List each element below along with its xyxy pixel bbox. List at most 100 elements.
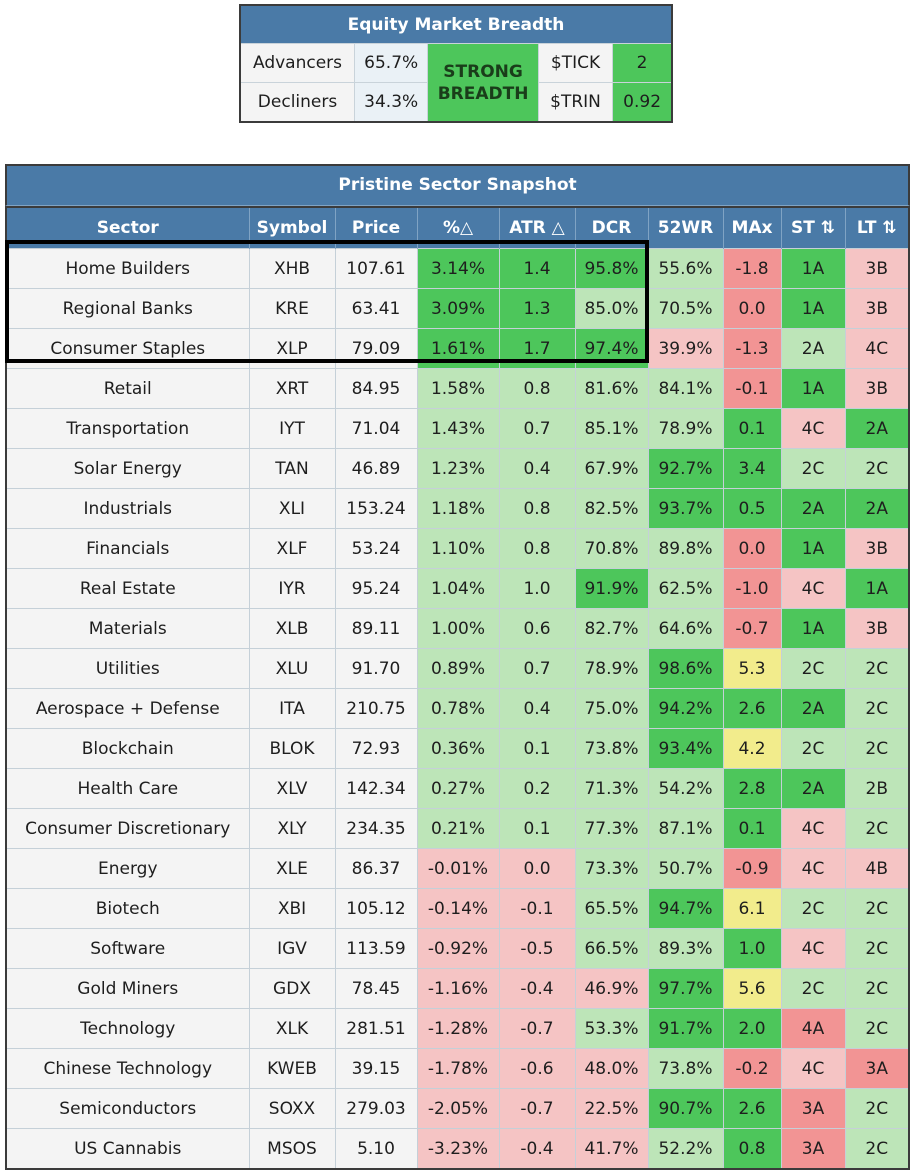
- lt-stage-cell: 2C: [844, 648, 910, 689]
- max-cell: 0.0: [722, 528, 782, 569]
- table-row[interactable]: Financials XLF 53.24 1.10% 0.8 70.8% 89.8% 0.0 1…: [5, 528, 910, 569]
- table-row[interactable]: Industrials XLI 153.24 1.18% 0.8 82.5% 93.7% 0.…: [5, 488, 910, 529]
- lt-stage-cell: 2A: [844, 408, 910, 449]
- symbol-cell: TAN: [248, 448, 336, 489]
- col-header-max[interactable]: MAx: [723, 207, 782, 249]
- sector-name-cell: Technology: [5, 1008, 250, 1049]
- table-row[interactable]: Solar Energy TAN 46.89 1.23% 0.4 67.9% 92.7% 3.…: [5, 448, 910, 489]
- sector-name-cell: Retail: [5, 368, 250, 409]
- symbol-cell: XHB: [248, 248, 336, 289]
- atr-change-cell: 0.0: [498, 848, 576, 889]
- dcr-cell: 91.9%: [574, 568, 649, 609]
- atr-change-cell: 0.6: [498, 608, 576, 649]
- lt-stage-cell: 2C: [844, 448, 910, 489]
- table-row[interactable]: Transportation IYT 71.04 1.43% 0.7 85.1% 78.9%…: [5, 408, 910, 449]
- table-row[interactable]: Biotech XBI 105.12 -0.14% -0.1 65.5% 94.7% 6.1 2…: [5, 888, 910, 929]
- st-stage-cell: 4A: [780, 1008, 846, 1049]
- col-header-52wr[interactable]: 52WR: [648, 207, 724, 249]
- table-row[interactable]: Energy XLE 86.37 -0.01% 0.0 73.3% 50.7% -0.9 4C 4…: [5, 848, 910, 889]
- 52wr-cell: 52.2%: [647, 1128, 724, 1170]
- sector-name-cell: Chinese Technology: [5, 1048, 250, 1089]
- 52wr-cell: 93.4%: [647, 728, 724, 769]
- atr-change-cell: -0.5: [498, 928, 576, 969]
- pct-change-cell: 1.10%: [416, 528, 500, 569]
- col-header-dcr[interactable]: DCR: [575, 207, 649, 249]
- max-cell: -1.8: [722, 248, 782, 289]
- col-header-atr-change[interactable]: ATR △: [499, 207, 576, 249]
- price-cell: 210.75: [334, 688, 418, 729]
- sector-name-cell: Financials: [5, 528, 250, 569]
- price-cell: 53.24: [334, 528, 418, 569]
- atr-change-cell: 0.8: [498, 368, 576, 409]
- table-row[interactable]: Materials XLB 89.11 1.00% 0.6 82.7% 64.6% -0.7 1…: [5, 608, 910, 649]
- table-row[interactable]: Gold Miners GDX 78.45 -1.16% -0.4 46.9% 97.7% 5…: [5, 968, 910, 1009]
- dcr-cell: 65.5%: [574, 888, 649, 929]
- symbol-cell: XLV: [248, 768, 336, 809]
- sector-name-cell: Real Estate: [5, 568, 250, 609]
- table-row[interactable]: US Cannabis MSOS 5.10 -3.23% -0.4 41.7% 52.2% 0…: [5, 1128, 910, 1170]
- pct-change-cell: 0.78%: [416, 688, 500, 729]
- table-row[interactable]: Software IGV 113.59 -0.92% -0.5 66.5% 89.3% 1.0…: [5, 928, 910, 969]
- 52wr-cell: 78.9%: [647, 408, 724, 449]
- pct-change-cell: 1.43%: [416, 408, 500, 449]
- sector-name-cell: Blockchain: [5, 728, 250, 769]
- dcr-cell: 97.4%: [574, 328, 649, 369]
- atr-change-cell: -0.7: [498, 1008, 576, 1049]
- table-row[interactable]: Utilities XLU 91.70 0.89% 0.7 78.9% 98.6% 5.3 2C…: [5, 648, 910, 689]
- symbol-cell: XLK: [248, 1008, 336, 1049]
- sector-table-title: Pristine Sector Snapshot: [5, 164, 910, 206]
- symbol-cell: XLB: [248, 608, 336, 649]
- table-row[interactable]: Aerospace + Defense ITA 210.75 0.78% 0.4 75.0…: [5, 688, 910, 729]
- st-stage-cell: 2A: [780, 688, 846, 729]
- price-cell: 63.41: [334, 288, 418, 329]
- pct-change-cell: 1.61%: [416, 328, 500, 369]
- col-header-price[interactable]: Price: [335, 207, 418, 249]
- dcr-cell: 53.3%: [574, 1008, 649, 1049]
- table-row[interactable]: Health Care XLV 142.34 0.27% 0.2 71.3% 54.2% 2.…: [5, 768, 910, 809]
- table-row[interactable]: Retail XRT 84.95 1.58% 0.8 81.6% 84.1% -0.1 1A 3B: [5, 368, 910, 409]
- col-header-sector[interactable]: Sector: [6, 207, 250, 249]
- price-cell: 113.59: [334, 928, 418, 969]
- st-stage-cell: 2A: [780, 488, 846, 529]
- pct-change-cell: -0.14%: [416, 888, 500, 929]
- dcr-cell: 46.9%: [574, 968, 649, 1009]
- max-cell: -0.9: [722, 848, 782, 889]
- lt-stage-cell: 2C: [844, 808, 910, 849]
- symbol-cell: XLI: [248, 488, 336, 529]
- symbol-cell: SOXX: [248, 1088, 336, 1129]
- table-row[interactable]: Real Estate IYR 95.24 1.04% 1.0 91.9% 62.5% -1.…: [5, 568, 910, 609]
- dcr-cell: 71.3%: [574, 768, 649, 809]
- dcr-cell: 85.1%: [574, 408, 649, 449]
- table-row[interactable]: Regional Banks KRE 63.41 3.09% 1.3 85.0% 70.5%…: [5, 288, 910, 329]
- col-header-lt-sort[interactable]: LT ⇅: [845, 207, 910, 249]
- sector-table-body: Home Builders XHB 107.61 3.14% 1.4 95.8% 55.6%…: [5, 248, 910, 1170]
- table-row[interactable]: Technology XLK 281.51 -1.28% -0.7 53.3% 91.7% 2…: [5, 1008, 910, 1049]
- st-stage-cell: 4C: [780, 808, 846, 849]
- table-row[interactable]: Home Builders XHB 107.61 3.14% 1.4 95.8% 55.6%…: [5, 248, 910, 289]
- max-cell: -0.2: [722, 1048, 782, 1089]
- table-row[interactable]: Consumer Staples XLP 79.09 1.61% 1.7 97.4% 39.…: [5, 328, 910, 369]
- price-cell: 86.37: [334, 848, 418, 889]
- sector-name-cell: Consumer Staples: [5, 328, 250, 369]
- lt-stage-cell: 4C: [844, 328, 910, 369]
- table-row[interactable]: Chinese Technology KWEB 39.15 -1.78% -0.6 48.…: [5, 1048, 910, 1089]
- 52wr-cell: 93.7%: [647, 488, 724, 529]
- symbol-cell: XLP: [248, 328, 336, 369]
- dcr-cell: 67.9%: [574, 448, 649, 489]
- dcr-cell: 82.7%: [574, 608, 649, 649]
- st-stage-cell: 1A: [780, 528, 846, 569]
- col-header-st-sort[interactable]: ST ⇅: [781, 207, 846, 249]
- breadth-status: STRONG BREADTH: [427, 43, 539, 123]
- st-stage-cell: 4C: [780, 1048, 846, 1089]
- table-row[interactable]: Semiconductors SOXX 279.03 -2.05% -0.7 22.5% 9…: [5, 1088, 910, 1129]
- col-header-symbol[interactable]: Symbol: [249, 207, 336, 249]
- table-row[interactable]: Consumer Discretionary XLY 234.35 0.21% 0.1 7…: [5, 808, 910, 849]
- trin-label: $TRIN: [537, 82, 614, 123]
- table-row[interactable]: Blockchain BLOK 72.93 0.36% 0.1 73.8% 93.4% 4.2…: [5, 728, 910, 769]
- dcr-cell: 95.8%: [574, 248, 649, 289]
- atr-change-cell: 1.4: [498, 248, 576, 289]
- lt-stage-cell: 2C: [844, 1128, 910, 1170]
- dcr-cell: 81.6%: [574, 368, 649, 409]
- st-stage-cell: 1A: [780, 288, 846, 329]
- col-header-pct-change[interactable]: %△: [417, 207, 500, 249]
